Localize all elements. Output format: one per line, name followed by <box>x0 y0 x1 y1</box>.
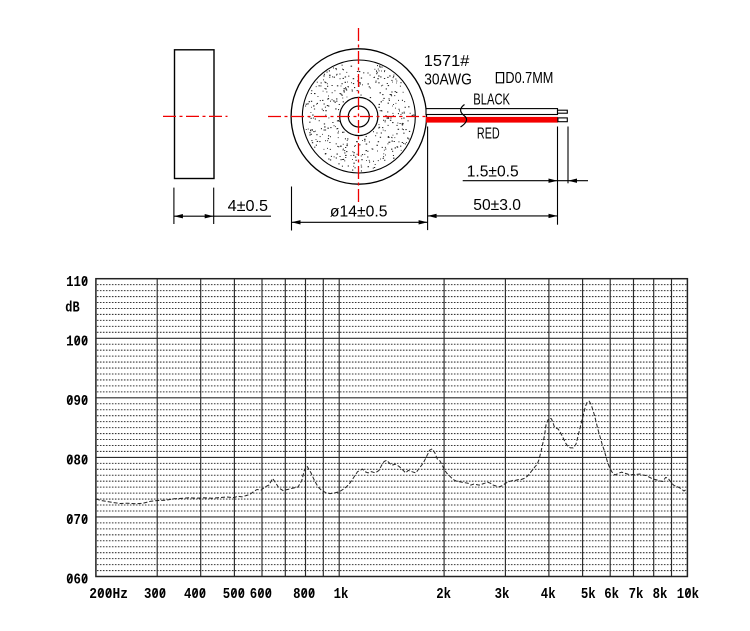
svg-text:D0.7MM: D0.7MM <box>505 70 553 87</box>
svg-text:30AWG: 30AWG <box>424 71 472 88</box>
svg-text:8k: 8k <box>653 586 668 603</box>
svg-text:1k: 1k <box>334 586 349 603</box>
svg-text:100: 100 <box>66 334 88 351</box>
svg-text:1571#: 1571# <box>424 53 470 70</box>
svg-text:7k: 7k <box>629 586 644 603</box>
svg-text:BLACK: BLACK <box>473 92 510 109</box>
svg-text:600: 600 <box>250 586 272 603</box>
svg-text:110: 110 <box>66 274 88 291</box>
svg-text:2k: 2k <box>436 586 451 603</box>
svg-text:1.5±0.5: 1.5±0.5 <box>467 164 519 181</box>
svg-text:3k: 3k <box>495 586 510 603</box>
svg-text:RED: RED <box>477 125 500 142</box>
svg-text:800: 800 <box>293 586 315 603</box>
svg-text:6k: 6k <box>604 586 619 603</box>
svg-text:5k: 5k <box>581 586 596 603</box>
svg-text:300: 300 <box>144 586 166 603</box>
svg-text:4k: 4k <box>541 586 556 603</box>
svg-text:50±3.0: 50±3.0 <box>473 197 521 214</box>
svg-text:400: 400 <box>184 586 206 603</box>
svg-text:500: 500 <box>223 586 245 603</box>
svg-text:200Hz: 200Hz <box>89 586 128 603</box>
svg-text:10k: 10k <box>677 586 699 603</box>
svg-text:ø14±0.5: ø14±0.5 <box>330 204 388 221</box>
svg-text:4±0.5: 4±0.5 <box>228 198 269 215</box>
svg-text:dB: dB <box>65 299 79 316</box>
